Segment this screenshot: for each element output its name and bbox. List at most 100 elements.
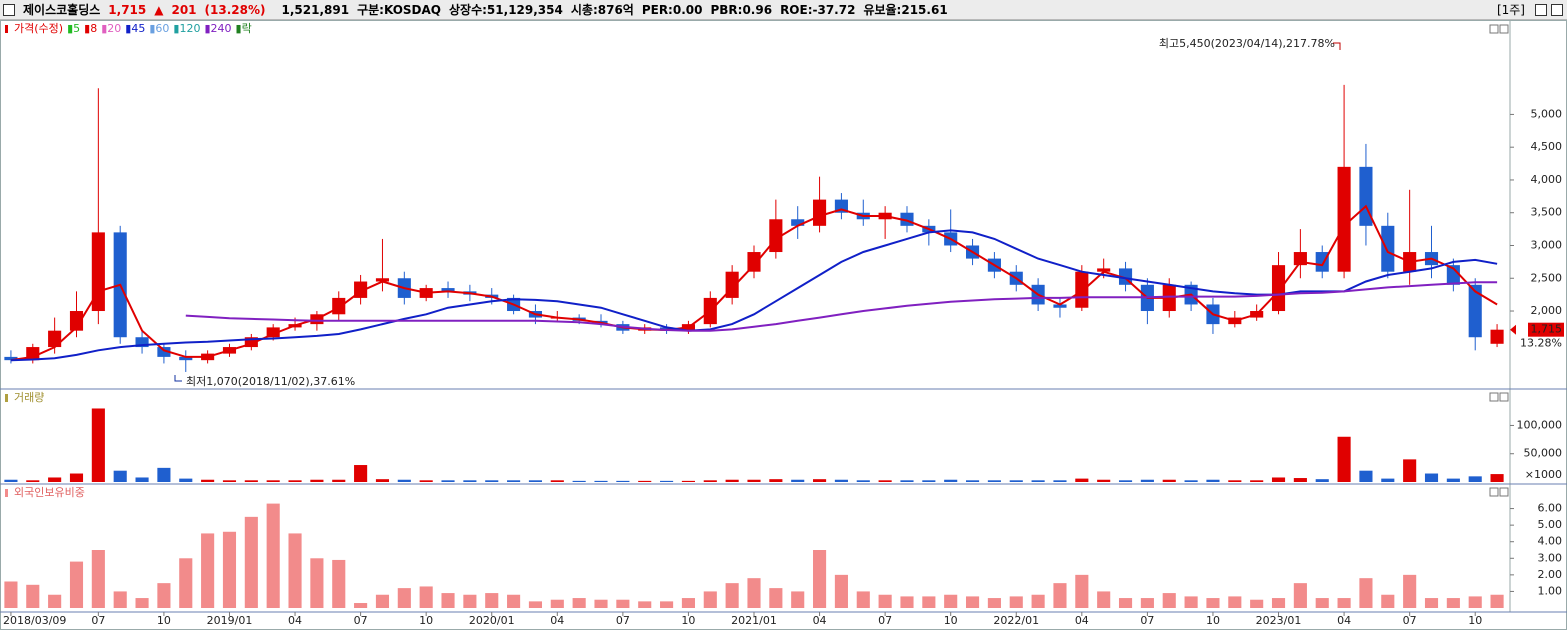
bar [616, 599, 630, 608]
y-tick-label: 4,000 [1531, 173, 1563, 186]
panel-button[interactable] [1499, 24, 1509, 34]
bar [528, 480, 543, 482]
change: 201 [171, 2, 197, 17]
checkbox[interactable] [3, 3, 15, 16]
x-tick-label: 2020/01 [469, 614, 515, 627]
legend-marker: ▮ [67, 22, 73, 35]
header-field: PER:0.00 [641, 3, 703, 17]
bar [113, 591, 127, 608]
bar [1403, 574, 1417, 608]
bar [441, 480, 455, 482]
window-button[interactable] [1535, 3, 1547, 16]
legend-marker: ▮ [84, 22, 90, 35]
y-tick-label: 100,000 [1517, 418, 1563, 431]
bar [1250, 599, 1264, 608]
x-tick-label: 04 [288, 614, 302, 627]
candle-body [1075, 271, 1089, 308]
bar [1184, 596, 1198, 608]
bar [878, 480, 892, 482]
panel-button[interactable] [1489, 392, 1499, 402]
bar [419, 480, 433, 482]
panel-button[interactable] [1489, 24, 1499, 34]
legend-entry: 5 [73, 22, 80, 35]
candle-body [157, 347, 171, 357]
last-pct: 13.28% [1520, 337, 1562, 350]
bar [594, 480, 608, 482]
panel-button[interactable] [1499, 487, 1509, 497]
bar [179, 558, 193, 608]
candle-body [1271, 265, 1286, 312]
high-arrow [1333, 42, 1341, 50]
bar [1075, 478, 1089, 482]
bar [332, 559, 346, 608]
x-tick-label: 2019/01 [207, 614, 253, 627]
legend-swatch [5, 394, 8, 402]
bar [616, 480, 630, 482]
legend-entry: 45 [131, 22, 145, 35]
bar [266, 480, 280, 482]
bar [485, 480, 499, 482]
bar [1293, 583, 1307, 608]
bar [310, 479, 324, 482]
header-field: PBR:0.96 [710, 3, 773, 17]
bar [1381, 478, 1395, 482]
bar [1162, 593, 1176, 608]
bar [660, 601, 674, 608]
bar [69, 561, 84, 608]
legend-entry: 락 [242, 22, 252, 35]
x-tick-label: 04 [1337, 614, 1351, 627]
y-tick-label: 4,500 [1531, 140, 1563, 153]
bar [1271, 598, 1286, 608]
bar [965, 596, 980, 608]
candle-body [1315, 252, 1329, 272]
legend-marker: ▮ [236, 22, 242, 35]
header-field: 상장수:51,129,354 [449, 3, 563, 17]
candle-body [375, 278, 390, 282]
bar [157, 583, 171, 608]
period[interactable]: [1주] [1496, 3, 1525, 17]
y-tick-label: 50,000 [1524, 447, 1563, 460]
legend-title: 외국인보유비중 [14, 486, 85, 499]
y-tick-label: 3,000 [1531, 238, 1563, 251]
bar [1097, 591, 1111, 608]
bar [201, 479, 215, 482]
bar [703, 480, 717, 482]
legend-title: 거래량 [14, 391, 44, 404]
bar [375, 479, 390, 482]
bar [201, 533, 215, 608]
bar [1075, 574, 1089, 608]
bar [725, 479, 739, 482]
bar [222, 531, 237, 608]
x-tick-label: 10 [944, 614, 958, 627]
bar [1206, 479, 1220, 482]
bar [288, 533, 302, 608]
x-tick-label: 04 [813, 614, 827, 627]
bar [4, 479, 18, 482]
bar [1337, 598, 1351, 608]
bar [463, 594, 477, 608]
bar [572, 480, 586, 482]
bar [397, 479, 411, 482]
legend-entry: 8 [90, 22, 97, 35]
bar [26, 584, 40, 608]
legend-entry: 20 [107, 22, 121, 35]
close-button[interactable] [1551, 3, 1563, 16]
header-field: 구분:KOSDAQ [357, 3, 442, 17]
bar [900, 480, 914, 482]
bar [1468, 596, 1482, 608]
bar [1337, 436, 1351, 482]
candle-body [244, 337, 258, 348]
candle-body [4, 356, 18, 361]
header-field: 시총:876억 [570, 3, 634, 17]
panel-button[interactable] [1489, 487, 1499, 497]
bar [834, 479, 848, 482]
y-tick-label: 1.00 [1538, 584, 1563, 597]
candle-body [266, 327, 280, 338]
bar [987, 480, 1001, 482]
bar [769, 588, 783, 608]
bar [594, 599, 608, 608]
candle-body [1097, 268, 1111, 272]
panel-button[interactable] [1499, 392, 1509, 402]
